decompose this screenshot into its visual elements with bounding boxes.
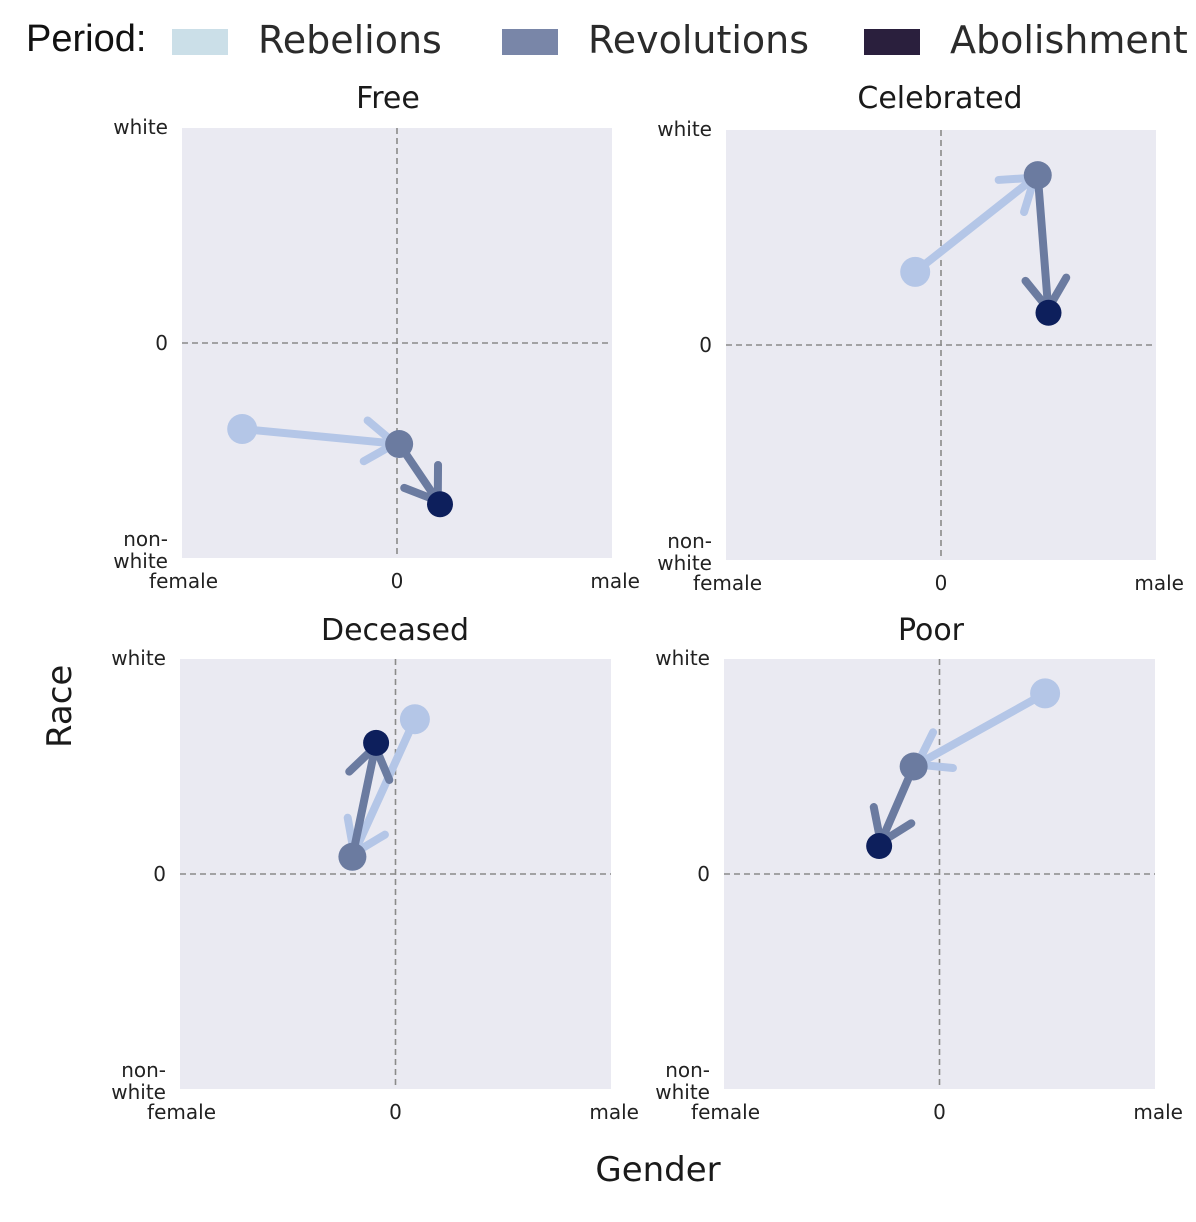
legend-swatch-abolishment <box>864 29 920 55</box>
legend-title: Period: <box>26 18 147 60</box>
arrow-rebelions-to-revolutions-shaft <box>911 173 1039 276</box>
y-tick-label: white <box>111 646 166 670</box>
y-tick-label: 0 <box>155 331 168 355</box>
legend-swatch-rebelions <box>172 29 228 55</box>
legend-label-revolutions: Revolutions <box>588 18 810 62</box>
x-tick-label: 0 <box>391 569 404 593</box>
x-tick-label: male <box>589 1100 639 1124</box>
y-tick-label: non- <box>667 529 712 553</box>
y-tick-label: non- <box>123 527 168 551</box>
y-tick-label: white <box>657 551 712 575</box>
y-axis-title: Race <box>40 664 80 748</box>
y-tick-label: white <box>655 646 710 670</box>
point-rebelions <box>399 704 430 735</box>
y-axis-title-wrap: Race <box>38 664 80 758</box>
x-tick-label: female <box>693 571 762 595</box>
point-revolutions <box>899 752 928 781</box>
point-abolishment <box>866 833 893 860</box>
y-tick-label: white <box>111 1080 166 1104</box>
y-tick-label: white <box>655 1080 710 1104</box>
panel-title: Deceased <box>321 613 469 648</box>
y-tick-label: 0 <box>153 862 166 886</box>
panel-title: Free <box>356 81 420 116</box>
y-tick-label: 0 <box>699 333 712 357</box>
y-tick-label: white <box>113 115 168 139</box>
point-abolishment <box>363 729 390 756</box>
legend-label-rebelions: Rebelions <box>258 18 442 62</box>
legend: Period: Rebelions Revolutions Abolishmen… <box>0 0 1196 80</box>
x-axis-title: Gender <box>595 1150 721 1190</box>
arrow-rebelions-to-revolutions-shaft <box>913 689 1050 769</box>
panel-title: Poor <box>898 613 965 648</box>
y-tick-label: non- <box>665 1058 710 1082</box>
arrow-rebelions-to-revolutions-shaft <box>350 715 419 858</box>
point-rebelions <box>900 256 931 287</box>
y-tick-label: white <box>113 549 168 573</box>
x-tick-label: male <box>1133 1100 1183 1124</box>
y-tick-label: non- <box>121 1058 166 1082</box>
legend-swatch-revolutions <box>502 29 558 55</box>
x-tick-label: 0 <box>935 571 948 595</box>
point-revolutions <box>385 430 414 459</box>
arrow-revolutions-to-abolishment-shaft <box>348 742 380 861</box>
legend-label-abolishment: Abolishment <box>950 18 1188 62</box>
x-tick-label: male <box>590 569 640 593</box>
point-abolishment <box>427 491 453 518</box>
point-rebelions <box>227 414 258 444</box>
x-tick-label: female <box>691 1100 760 1124</box>
point-rebelions <box>1030 678 1061 709</box>
x-tick-label: female <box>149 569 218 593</box>
x-tick-label: female <box>147 1100 216 1124</box>
x-tick-label: male <box>1134 571 1184 595</box>
arrow-rebelions-to-revolutions-shaft <box>238 425 400 448</box>
panel-title: Celebrated <box>857 81 1022 116</box>
x-tick-label: 0 <box>933 1100 946 1124</box>
y-tick-label: white <box>657 117 712 141</box>
y-tick-label: 0 <box>697 862 710 886</box>
point-revolutions <box>338 842 367 871</box>
point-abolishment <box>1035 299 1062 326</box>
arrow-revolutions-to-abolishment-shaft <box>1033 171 1053 313</box>
x-tick-label: 0 <box>389 1100 402 1124</box>
point-revolutions <box>1023 161 1052 190</box>
